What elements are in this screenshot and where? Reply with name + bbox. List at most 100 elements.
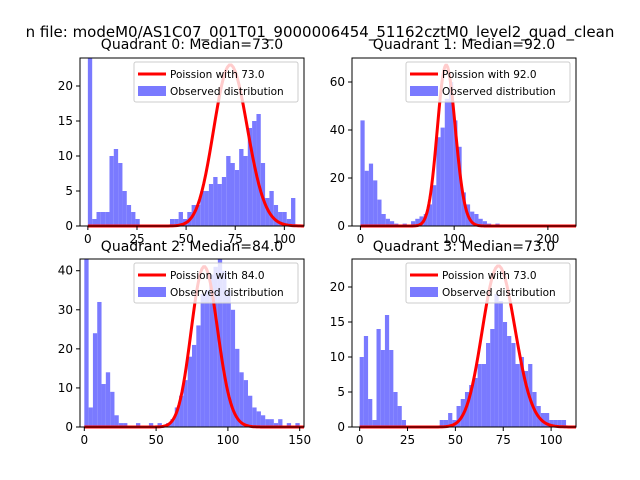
histogram-bar xyxy=(389,350,394,427)
y-tick-label: 0 xyxy=(65,420,73,434)
x-axis-ticks: 0 25 50 75 100 xyxy=(84,226,296,246)
histogram-bar xyxy=(208,184,214,226)
histogram-bar xyxy=(511,343,516,427)
histogram-bar xyxy=(88,407,93,427)
x-axis-ticks: 0 25 50 75 100 xyxy=(356,427,563,447)
histogram-bar xyxy=(443,420,449,427)
x-tick-label: 0 xyxy=(357,232,365,246)
histogram-bar xyxy=(213,266,218,427)
y-tick-label: 20 xyxy=(330,280,345,294)
histogram-bar xyxy=(372,420,377,427)
histogram-bar xyxy=(204,191,209,226)
histogram-bar xyxy=(265,419,270,427)
histogram-bar xyxy=(544,413,550,427)
y-axis-ticks: 0 10 20 30 40 xyxy=(58,264,80,434)
histogram-bar xyxy=(230,309,236,427)
histogram-bar xyxy=(515,364,520,427)
histogram-bar xyxy=(360,120,365,226)
histogram-bar xyxy=(113,149,119,226)
histogram-bar xyxy=(256,411,261,427)
y-tick-label: 30 xyxy=(58,303,73,317)
legend: Poission with 73.0 Observed distribution xyxy=(405,262,571,304)
histogram-bar xyxy=(105,372,111,427)
legend-curve-label: Poission with 73.0 xyxy=(442,270,537,282)
histogram-bar xyxy=(192,344,197,427)
y-tick-label: 20 xyxy=(330,171,345,185)
histogram-bar xyxy=(239,372,244,427)
histogram-bar xyxy=(100,212,106,226)
histogram-bar xyxy=(368,163,374,226)
histogram-bar xyxy=(256,114,261,226)
histogram-bar xyxy=(97,301,102,427)
chart-panel-quadrant-3: Quadrant 3: Median=73.0 0 25 50 75 100 0 5 10 1… xyxy=(330,239,577,447)
histogram-bar xyxy=(269,419,274,427)
legend: Poission with 84.0 Observed distribution xyxy=(133,262,299,304)
x-tick-label: 25 xyxy=(129,232,144,246)
legend-box xyxy=(405,61,571,103)
y-axis-ticks: 0 20 40 60 xyxy=(330,75,352,233)
axes-frame xyxy=(351,258,577,428)
histogram-bar xyxy=(477,364,482,427)
histogram-bar xyxy=(469,385,474,427)
histogram-bar xyxy=(494,294,499,427)
legend-curve-label: Poission with 84.0 xyxy=(170,270,265,282)
histogram-bar xyxy=(439,420,444,427)
legend-box xyxy=(133,61,299,103)
histogram-bar xyxy=(239,149,244,226)
histogram-bar xyxy=(427,204,433,226)
histogram-bar xyxy=(385,218,390,226)
x-tick-label: 100 xyxy=(540,433,563,447)
y-tick-label: 20 xyxy=(58,342,73,356)
histogram-bar xyxy=(226,290,231,427)
chart-title: Quadrant 3: Median=73.0 xyxy=(373,239,555,255)
y-tick-label: 0 xyxy=(65,219,73,233)
histogram-bar xyxy=(187,356,192,427)
axes-frame xyxy=(79,258,305,428)
chart-panel-quadrant-2: Quadrant 2: Median=84.0 0 50 100 150 0 10 20 3… xyxy=(58,239,311,447)
histogram-bar xyxy=(393,392,398,427)
x-tick-label: 200 xyxy=(536,232,559,246)
chart-panel-quadrant-0: Quadrant 0: Median=73.0 0 25 50 75 100 0 5 10 1… xyxy=(58,37,305,246)
x-tick-label: 100 xyxy=(273,232,296,246)
histogram-bar xyxy=(170,419,175,427)
histogram-bar xyxy=(260,415,266,427)
y-tick-label: 5 xyxy=(65,184,73,198)
histogram-bar xyxy=(436,137,441,226)
histogram-bar xyxy=(381,214,386,226)
x-tick-label: 75 xyxy=(228,232,243,246)
legend-bars-label: Observed distribution xyxy=(170,86,284,98)
histogram-bar xyxy=(561,420,567,427)
axes-frame xyxy=(79,57,305,227)
legend-box xyxy=(133,262,299,304)
histogram-bar xyxy=(368,399,373,427)
y-tick-label: 0 xyxy=(337,420,345,434)
histogram-bar xyxy=(486,343,491,427)
histogram-bar xyxy=(217,184,222,226)
histogram-bar xyxy=(440,127,445,226)
histogram-bar xyxy=(118,163,123,226)
chart-title: Quadrant 1: Median=92.0 xyxy=(373,37,555,53)
histogram-bar xyxy=(519,357,524,427)
y-tick-label: 5 xyxy=(337,385,345,399)
histogram-bar xyxy=(295,423,300,427)
histogram-bar xyxy=(110,391,115,427)
x-tick-label: 100 xyxy=(443,232,466,246)
legend-bars-swatch xyxy=(138,86,166,96)
histogram-bar xyxy=(507,336,512,427)
histogram-bar xyxy=(269,191,274,226)
histogram-bar xyxy=(419,216,424,226)
histogram-bars xyxy=(84,259,300,427)
histogram-bar xyxy=(473,378,478,427)
y-axis-ticks: 0 5 10 15 20 xyxy=(330,280,352,434)
histogram-bar xyxy=(456,406,461,427)
histogram-bar xyxy=(444,98,450,226)
legend: Poission with 73.0 Observed distribution xyxy=(133,61,299,103)
y-tick-label: 40 xyxy=(58,264,73,278)
histogram-bar xyxy=(415,218,420,226)
axes-frame xyxy=(351,57,577,227)
x-tick-label: 75 xyxy=(496,433,511,447)
histogram-bar xyxy=(448,413,453,427)
histogram-bar xyxy=(200,191,205,226)
y-tick-label: 10 xyxy=(58,381,73,395)
